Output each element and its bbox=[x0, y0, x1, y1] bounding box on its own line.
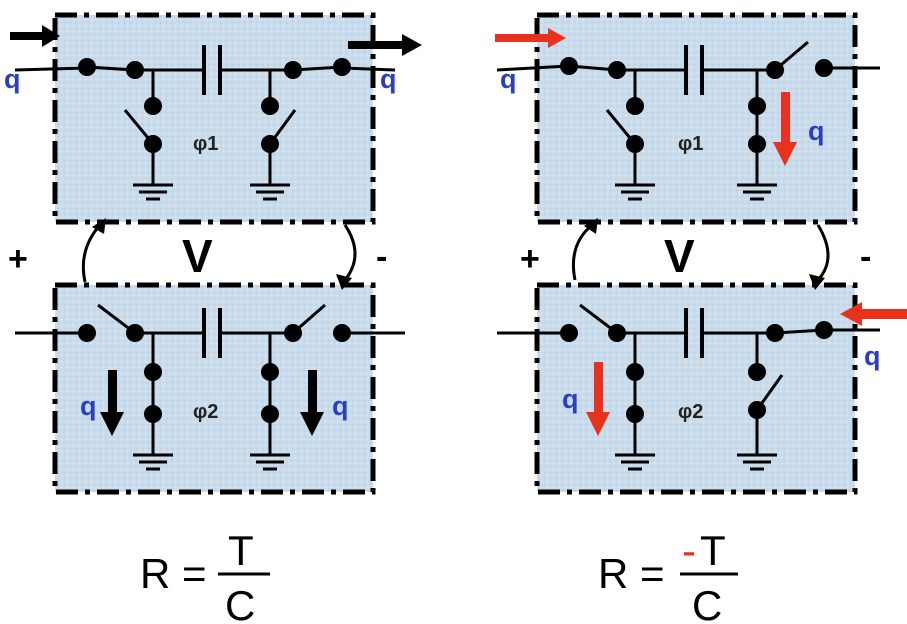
circuit-bottom-right-nodes bbox=[560, 321, 833, 423]
arrow-down-bottom-left-1 bbox=[100, 370, 124, 436]
arrow-in-bottom-right bbox=[840, 302, 907, 326]
voltage-label-right: V bbox=[664, 230, 695, 282]
arrow-out-top-left bbox=[348, 34, 422, 56]
charge-label-bottom-right-in: q bbox=[864, 341, 881, 371]
charge-label-top-right-out: q bbox=[808, 116, 825, 146]
plus-label-left: + bbox=[8, 240, 28, 278]
charge-label-top-right-in: q bbox=[500, 64, 517, 94]
arrow-in-top-left bbox=[10, 25, 60, 47]
phase-label-bottom-right: φ2 bbox=[678, 401, 703, 423]
formula-right-numerator-sign: - bbox=[682, 527, 696, 574]
formula-right-lhs: R = bbox=[598, 550, 665, 597]
panel-bottom-right bbox=[534, 282, 858, 495]
charge-label-top-left-in: q bbox=[4, 64, 21, 94]
curved-arrow-right-minus bbox=[809, 224, 830, 290]
panel-bottom-left bbox=[52, 282, 376, 495]
charge-label-bottom-left-1: q bbox=[80, 391, 97, 421]
formula-left-lhs: R = bbox=[140, 550, 207, 597]
panel-top-right bbox=[534, 12, 858, 225]
circuit-top-left-nodes bbox=[78, 58, 351, 153]
charge-label-bottom-right-out: q bbox=[562, 384, 579, 414]
arrow-in-top-right bbox=[495, 28, 566, 48]
charge-label-bottom-left-2: q bbox=[332, 391, 349, 421]
minus-label-left: - bbox=[376, 238, 387, 276]
phase-label-top-right: φ1 bbox=[678, 133, 703, 155]
plus-label-right: + bbox=[520, 240, 540, 278]
curved-arrow-left-minus bbox=[336, 224, 357, 290]
arrow-down-bottom-left-2 bbox=[300, 370, 324, 436]
circuit-top-right-nodes bbox=[560, 57, 833, 153]
panel-top-left bbox=[52, 12, 376, 225]
voltage-label-left: V bbox=[182, 230, 213, 282]
phase-label-top-left: φ1 bbox=[193, 133, 218, 155]
circuit-bottom-left-nodes bbox=[78, 324, 351, 423]
formula-left-numerator: T bbox=[228, 527, 254, 574]
formula-right: R = - T C bbox=[598, 527, 738, 624]
minus-label-right: - bbox=[860, 238, 871, 276]
formula-right-numerator: T bbox=[700, 527, 726, 574]
phase-label-bottom-left: φ2 bbox=[193, 401, 218, 423]
arrow-down-bottom-right bbox=[586, 362, 610, 436]
curved-arrow-left-plus bbox=[81, 218, 106, 283]
formula-right-denominator: C bbox=[692, 582, 722, 624]
circuit-bottom-right bbox=[497, 303, 880, 471]
arrow-down-top-right bbox=[773, 92, 797, 166]
curved-arrow-right-plus bbox=[571, 218, 598, 281]
formula-left-denominator: C bbox=[225, 582, 255, 624]
formula-left: R = T C bbox=[140, 527, 270, 624]
charge-label-top-left-out: q bbox=[380, 64, 397, 94]
